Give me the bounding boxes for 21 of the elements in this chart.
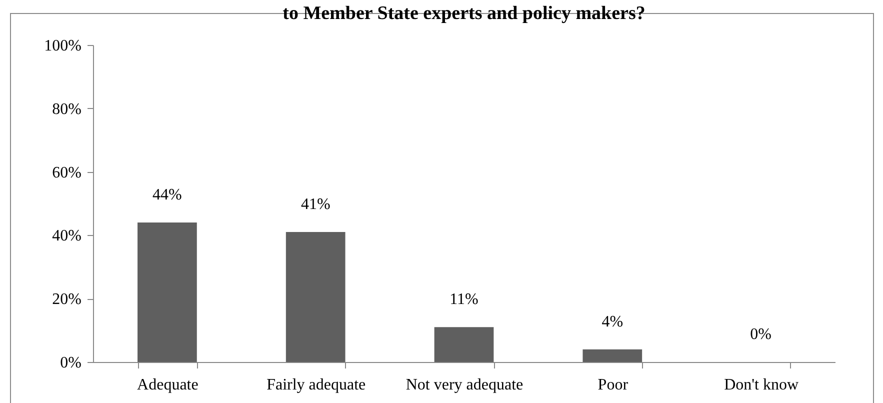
x-tick-label: Poor [598,376,629,394]
data-label: 4% [602,313,624,330]
x-tick-label: Adequate [137,376,198,394]
bar [286,232,346,362]
data-label: 11% [450,291,478,308]
data-label: 0% [750,326,772,343]
chart-title: to Member State experts and policy makers? [282,3,646,24]
x-tick-label: Don't know [724,376,799,394]
x-tick-label: Fairly adequate [266,376,366,394]
bar [138,222,197,362]
y-tick-label: 100% [44,38,82,54]
y-tick-label: 60% [52,164,82,182]
y-tick-label: 80% [52,100,82,118]
data-label: 41% [300,196,330,214]
y-tick-label: 0% [60,354,82,372]
data-label: 44% [152,186,182,204]
bar [582,349,642,362]
y-tick-label: 20% [52,291,82,308]
y-tick-label: 40% [52,228,82,245]
bar [434,327,494,362]
x-tick-label: Not very adequate [406,376,524,394]
